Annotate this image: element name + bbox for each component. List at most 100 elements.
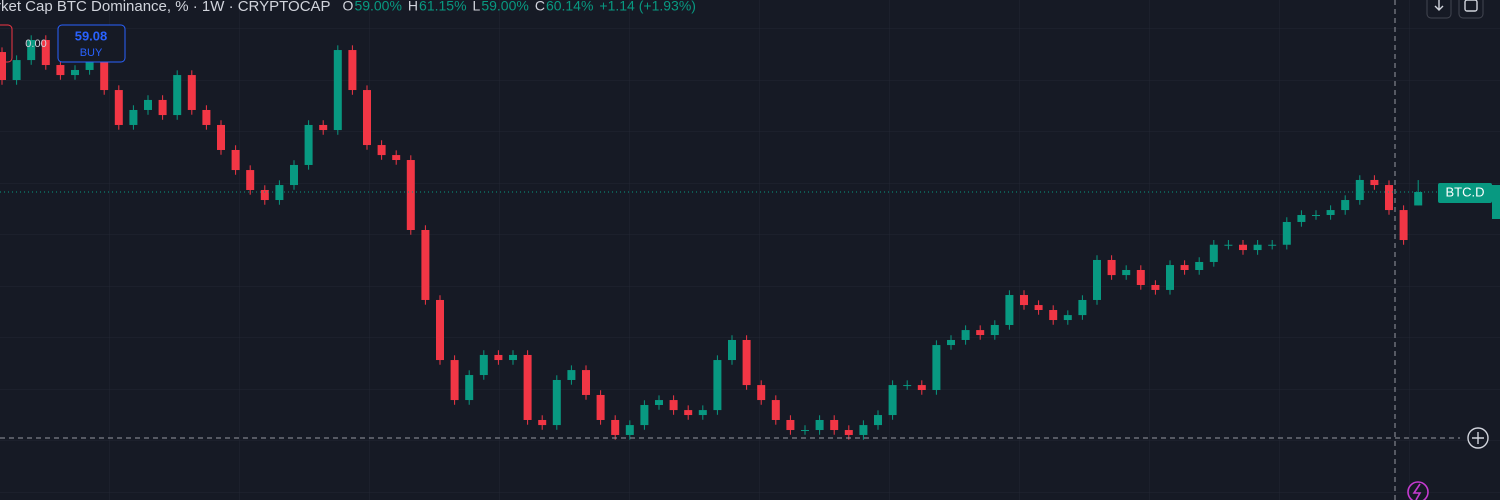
candle-body [1239,244,1247,251]
candle-body [903,385,912,387]
candle-body [392,155,401,161]
candle-body [567,370,576,380]
candle-body [1399,210,1408,241]
candle-body [1341,200,1350,211]
symbol-title: rket Cap BTC Dominance, % · 1W · CRYPTOC… [0,0,331,15]
candle-body [830,419,839,431]
candle-body [990,324,999,336]
candle-body [290,164,298,186]
candle-body [698,410,707,416]
candle-body [1078,299,1087,316]
candle-body [27,40,36,61]
candle-body [114,90,123,125]
candle-body [260,189,269,201]
fullscreen-icon [1464,0,1478,12]
candle-body [815,419,824,431]
ohlc-value: 59.00% [481,0,528,14]
candle-body [844,430,853,435]
buy-button[interactable] [57,24,126,63]
ohlc-key: O [343,0,354,14]
candle-body [1414,191,1423,206]
ohlc-legend: O 59.00% H 61.15% L 59.00% C 60.14% +1.14 (+1.93… [343,0,696,14]
candle-body [757,385,766,401]
candle-body [1224,244,1233,246]
candle-body [1166,265,1174,290]
candle-body [100,60,109,91]
candle-body [1136,270,1145,285]
price-label-box [1438,183,1492,203]
candle-body [85,60,94,70]
candle-body [1209,244,1218,262]
candle-body [202,109,211,125]
candle-body [552,379,561,426]
candle-body [888,385,897,416]
flash-icon [1412,483,1422,500]
candle-body [1385,185,1393,211]
candle-body [917,385,926,391]
candle-body [523,354,532,420]
candle-body [0,52,6,81]
candle-body [479,354,488,376]
candle-body [538,419,547,426]
buy-price: 59.08 [75,28,108,43]
candle-body [961,330,970,340]
candle-body [12,60,21,81]
candle-body [1034,305,1043,311]
sell-button[interactable] [0,24,13,63]
candle-body [421,229,430,300]
candle-body [1180,265,1189,271]
candle-body [173,75,182,116]
candle-body [801,430,809,432]
candle-body [348,50,357,91]
candle-body [655,400,663,406]
ohlc-value: 59.00% [354,0,401,14]
candle-body [625,425,634,435]
candle-body [1107,259,1116,276]
candle-body [187,75,196,110]
candle-body [377,145,386,156]
spread: 0.00 [25,38,46,50]
candle-body [947,339,955,346]
candle-body [406,160,415,230]
price-label: BTC.D [1446,184,1485,199]
candle-body [158,99,167,116]
ohlc-value: 60.14% [546,0,593,14]
buy-label: BUY [80,47,103,59]
candle-body [728,339,736,361]
candle-body [742,339,751,386]
candle-body [1020,295,1028,306]
candle-body [231,149,240,171]
candle-body [1370,179,1379,186]
ohlc-value: 61.15% [419,0,466,14]
candle-body [363,90,371,146]
candle-body [771,400,780,420]
candle-body [1093,259,1101,300]
candle-body [596,394,605,420]
candle-body [319,124,328,131]
candle-body [611,419,620,435]
ohlc-key: C [535,0,545,14]
candle-body [217,124,225,150]
candle-body [1268,244,1277,246]
candle-body [246,170,255,190]
candle-body [582,370,590,395]
candle-body [1063,315,1072,321]
candle-body [1195,261,1204,271]
candle-body [1151,284,1160,290]
fullscreen-button[interactable] [1458,0,1484,19]
candle-body [129,109,138,125]
candle-body [333,50,342,131]
candle-body [640,405,649,426]
flash-button[interactable] [1407,481,1429,500]
candle-body [1326,210,1335,216]
candle-body [1005,295,1014,325]
candle-body [713,360,722,411]
candle-body [450,360,459,401]
candle-body [494,354,503,361]
candle-body [304,124,313,165]
candle-body [1312,215,1320,217]
candle-body [1253,244,1262,251]
candle-body [56,65,65,76]
